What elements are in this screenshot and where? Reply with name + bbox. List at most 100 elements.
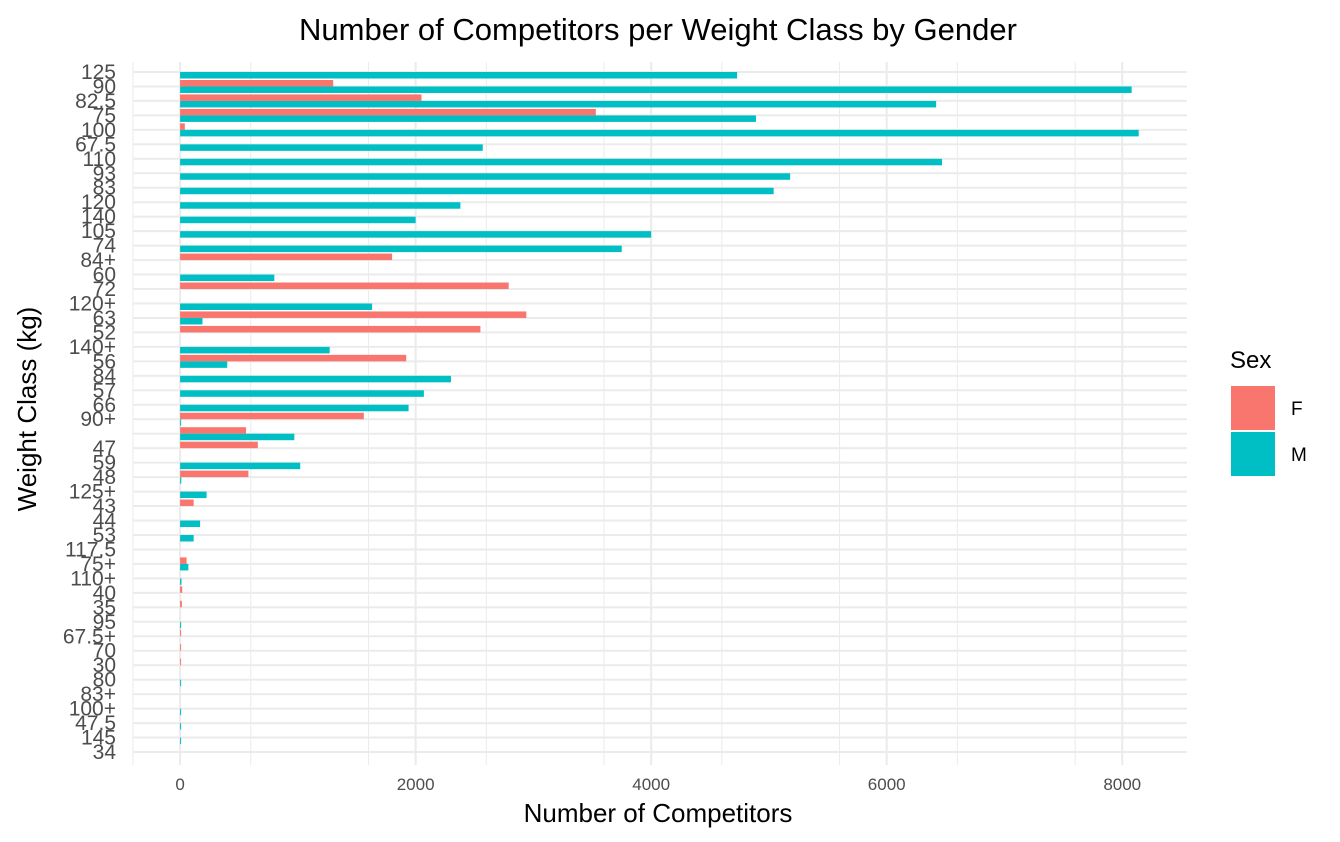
y-tick-label: 100: [81, 119, 116, 142]
bar-M: [180, 520, 201, 528]
bar-M: [180, 158, 943, 166]
bar-F: [180, 499, 194, 507]
y-tick-label: 30: [93, 654, 116, 677]
bar-M: [180, 404, 409, 412]
bar-M: [180, 317, 203, 325]
bar-M: [180, 578, 182, 585]
y-tick-label: 117.5: [65, 538, 116, 561]
bar-F: [180, 354, 407, 362]
bar-F: [180, 282, 509, 290]
bar-M: [180, 115, 756, 122]
y-tick-label: 105: [81, 220, 116, 243]
bar-M: [180, 274, 275, 282]
bar-F: [180, 94, 422, 101]
bar-M: [180, 534, 194, 542]
legend-title: Sex: [1230, 347, 1271, 374]
y-tick-label: 56: [93, 350, 116, 373]
bar-M: [180, 231, 652, 238]
bar-M: [180, 375, 451, 383]
bar-F: [180, 600, 182, 608]
bar-M: [180, 737, 182, 745]
y-tick-label: 72: [93, 278, 116, 301]
y-tick-label: 84: [93, 365, 117, 388]
y-tick-label: 70: [93, 640, 116, 663]
x-tick-label: 8000: [1103, 775, 1141, 794]
y-tick-label: 47.5: [75, 712, 116, 735]
y-tick-label: 110+: [70, 567, 116, 590]
bar-M: [180, 303, 373, 310]
y-tick-label: 140+: [69, 336, 116, 359]
y-tick-label: 95: [93, 611, 116, 634]
bar-F: [180, 325, 481, 333]
bar-F: [180, 441, 258, 449]
bar-M: [180, 563, 189, 571]
bar-F: [180, 586, 183, 593]
legend-key-F: [1231, 386, 1275, 430]
bar-M: [180, 144, 483, 151]
x-tick-label: 4000: [632, 775, 670, 794]
y-tick-label: 120+: [69, 292, 116, 315]
bar-M: [180, 621, 182, 629]
y-tick-label: 74: [93, 235, 117, 258]
x-tick-labels: 0 2000 4000 6000 8000: [175, 775, 1141, 794]
chart-title: Number of Competitors per Weight Class b…: [299, 12, 1017, 47]
y-tick-label: 60: [93, 264, 116, 287]
bar-M: [180, 245, 622, 253]
bars: [180, 72, 1139, 745]
y-tick-label: 83: [93, 177, 116, 200]
y-tick-label: 90: [93, 75, 116, 98]
y-tick-label: 35: [93, 596, 116, 619]
bar-M: [180, 173, 791, 180]
y-tick-label: 75+: [80, 553, 116, 576]
y-tick-label: 44: [93, 510, 117, 533]
y-tick-label: 83+: [80, 683, 116, 706]
bar-F: [180, 412, 364, 420]
y-tick-label: 63: [93, 307, 116, 330]
y-tick-label: 43: [93, 495, 116, 518]
bar-M: [180, 187, 774, 195]
bar-M: [180, 361, 228, 368]
y-tick-label: 48: [93, 466, 116, 489]
bar-F: [180, 470, 249, 478]
legend-key-M: [1231, 432, 1275, 476]
y-tick-label: 40: [93, 582, 116, 605]
bar-F: [180, 557, 187, 564]
bar-M: [180, 723, 182, 730]
y-tick-label: 84+: [80, 249, 116, 272]
x-tick-label: 2000: [397, 775, 435, 794]
x-tick-label: 0: [175, 775, 184, 794]
legend-label-M: M: [1291, 445, 1307, 466]
y-tick-labels: 1259082.57510067.511093831201401057484+6…: [63, 61, 116, 764]
y-axis-title: Weight Class (kg): [12, 307, 42, 512]
y-tick-label: 75: [93, 104, 116, 127]
bar-M: [180, 419, 182, 426]
bar-F: [180, 427, 247, 434]
bar-F: [180, 311, 527, 318]
y-tick-label: 67.5: [75, 133, 116, 156]
bar-M: [180, 86, 1132, 93]
y-tick-label: 47: [93, 437, 116, 460]
bar-M: [180, 679, 182, 687]
y-tick-label: 110: [83, 148, 116, 171]
bar-M: [180, 433, 295, 441]
bar-F: [180, 644, 182, 651]
x-axis-title: Number of Competitors: [524, 798, 793, 828]
y-tick-label: 67.5+: [63, 625, 116, 648]
y-tick-label: 125: [81, 61, 116, 84]
bar-M: [180, 202, 461, 209]
bar-F: [180, 629, 182, 637]
bar-M: [180, 216, 416, 224]
y-tick-label: 145: [81, 727, 116, 750]
y-tick-label: 140: [81, 206, 116, 229]
y-tick-label: 120: [81, 191, 116, 214]
bar-F: [180, 123, 185, 130]
bar-F: [180, 253, 393, 261]
bar-M: [180, 100, 937, 108]
bar-M: [180, 462, 301, 470]
y-tick-label: 34: [93, 741, 117, 764]
y-tick-label: 53: [93, 524, 116, 547]
bar-F: [180, 658, 182, 666]
y-tick-label: 125+: [69, 481, 116, 504]
y-tick-label: 66: [93, 394, 116, 417]
